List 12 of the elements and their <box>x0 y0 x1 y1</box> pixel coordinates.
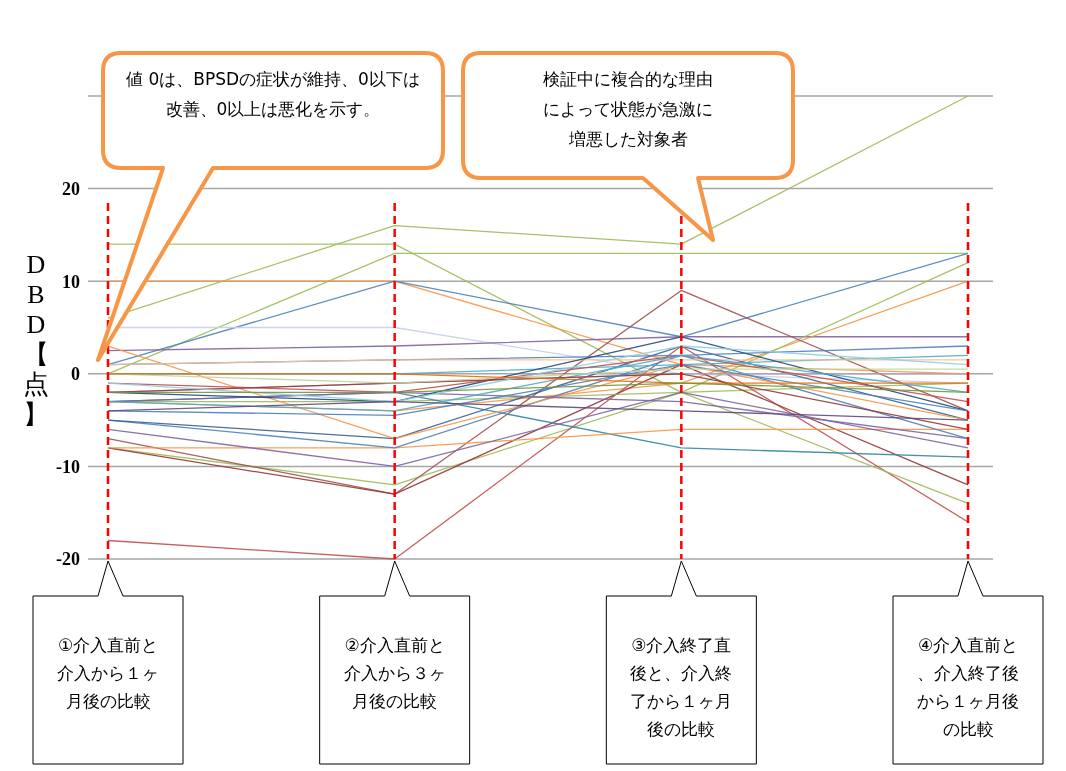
annotation: 検証中に複合的な理由によって状態が急激に増悪した対象者 <box>543 69 713 149</box>
x-tick-label: ②介入直前と介入から３ヶ月後の比較 <box>343 635 446 711</box>
y-tick-label: -10 <box>56 456 80 477</box>
y-tick-label: 10 <box>62 271 80 292</box>
annotation: 値 0は、BPSDの症状が維持、0以下は改善、0以上は悪化を示す。 <box>126 69 420 119</box>
y-tick-label: -20 <box>56 549 80 570</box>
x-tick-label: ④介入直前と、介入終了後から１ヶ月後の比較 <box>917 635 1019 739</box>
y-axis-title: DBD【点】 <box>23 250 49 429</box>
y-tick-label: 20 <box>62 178 80 199</box>
y-tick-label: 0 <box>71 364 80 385</box>
x-tick-label: ③介入終了直後と、介入終了から１ヶ月後の比較 <box>630 635 733 739</box>
x-tick-label: ①介入直前と介入から１ヶ月後の比較 <box>57 635 159 711</box>
